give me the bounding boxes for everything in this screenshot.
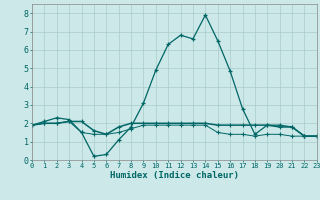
X-axis label: Humidex (Indice chaleur): Humidex (Indice chaleur): [110, 171, 239, 180]
